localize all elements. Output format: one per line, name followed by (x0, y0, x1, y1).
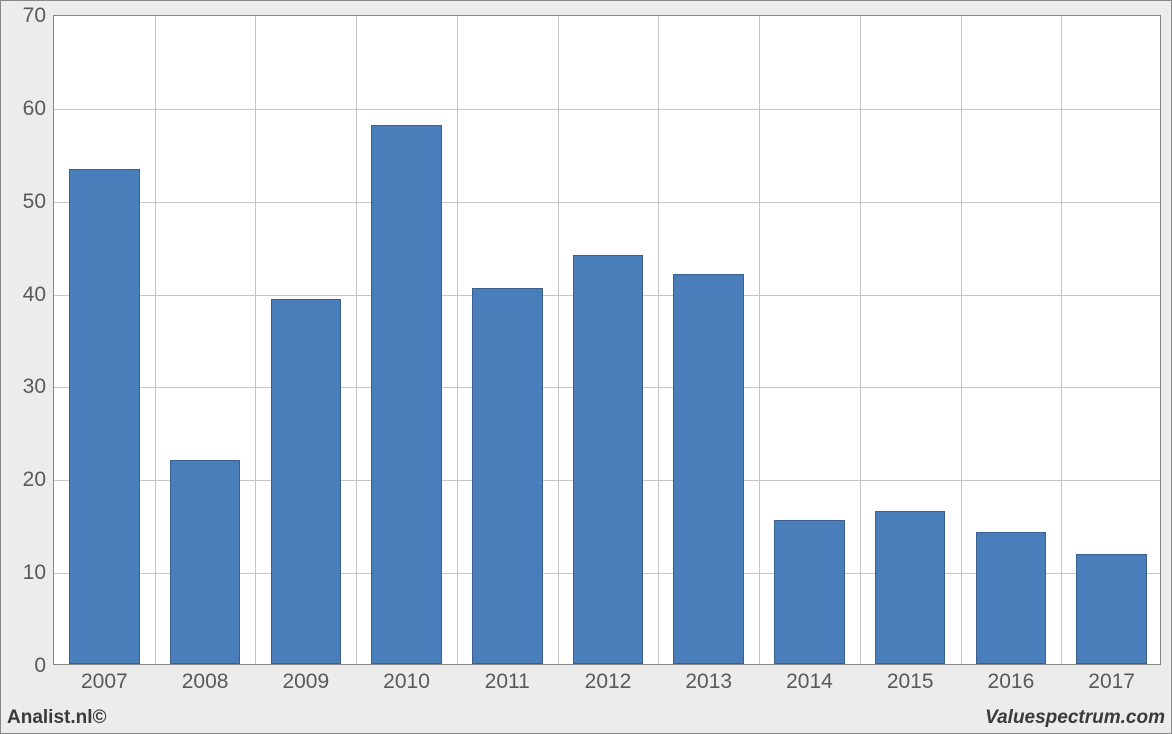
bar (371, 125, 442, 664)
y-tick-label: 50 (23, 190, 46, 214)
x-tick-label: 2016 (988, 670, 1035, 694)
gridline-vertical (558, 16, 559, 664)
bar (69, 169, 140, 664)
gridline-vertical (658, 16, 659, 664)
bar (774, 520, 845, 664)
plot-area: 0102030405060702007200820092010201120122… (53, 15, 1161, 665)
gridline-vertical (759, 16, 760, 664)
y-tick-label: 40 (23, 283, 46, 307)
x-tick-label: 2017 (1088, 670, 1135, 694)
x-tick-label: 2007 (81, 670, 128, 694)
x-tick-label: 2013 (685, 670, 732, 694)
bar (673, 274, 744, 664)
y-tick-label: 0 (34, 654, 46, 678)
footer-credit-left: Analist.nl© (7, 707, 107, 729)
gridline-vertical (155, 16, 156, 664)
y-tick-label: 60 (23, 97, 46, 121)
bar (573, 255, 644, 664)
gridline-vertical (457, 16, 458, 664)
y-tick-label: 30 (23, 375, 46, 399)
bar (875, 511, 946, 664)
gridline-horizontal (54, 202, 1160, 203)
x-tick-label: 2010 (383, 670, 430, 694)
bar (472, 288, 543, 664)
x-tick-label: 2012 (585, 670, 632, 694)
y-tick-label: 20 (23, 468, 46, 492)
x-tick-label: 2008 (182, 670, 229, 694)
x-tick-label: 2014 (786, 670, 833, 694)
x-tick-label: 2015 (887, 670, 934, 694)
y-tick-label: 70 (23, 4, 46, 28)
bar (976, 532, 1047, 664)
footer-credit-right: Valuespectrum.com (985, 707, 1165, 729)
bar (170, 460, 241, 664)
gridline-vertical (1061, 16, 1062, 664)
bar (1076, 554, 1147, 664)
bar (271, 299, 342, 664)
gridline-vertical (255, 16, 256, 664)
gridline-vertical (961, 16, 962, 664)
y-tick-label: 10 (23, 561, 46, 585)
x-tick-label: 2011 (485, 670, 530, 694)
gridline-horizontal (54, 109, 1160, 110)
x-tick-label: 2009 (282, 670, 329, 694)
gridline-vertical (356, 16, 357, 664)
chart-panel: 0 10 20 30 40 50 60 70 2007 2008 2009 2010 2011 2012 2… (5, 5, 1167, 703)
gridline-vertical (860, 16, 861, 664)
